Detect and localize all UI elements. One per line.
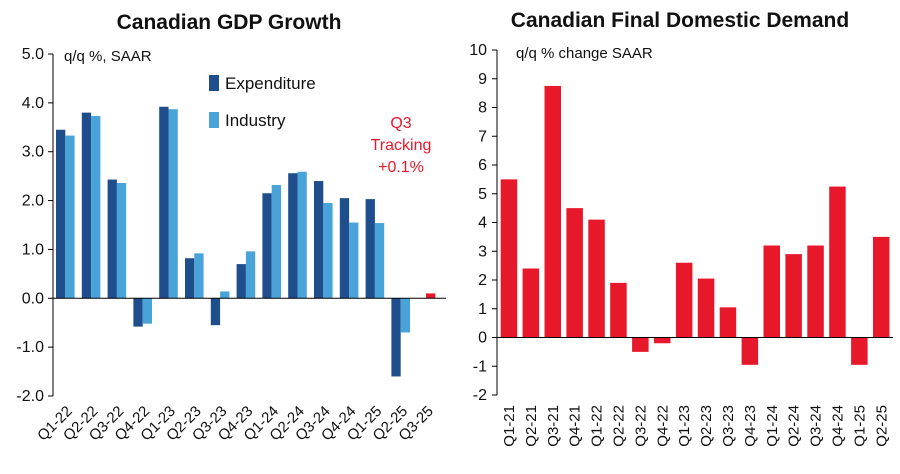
chart-2-bar (632, 337, 649, 352)
chart-1-bar-industry (297, 171, 307, 299)
chart-1-bar-industry (374, 223, 385, 299)
chart-2-x-tick-label: Q3-23 (720, 405, 737, 447)
chart-1-bar-industry (220, 291, 230, 299)
chart-2-y-tick-label: 7 (478, 128, 487, 145)
chart-2-x-tick-label: Q3-24 (808, 405, 825, 447)
chart-2-x-tick-label: Q3-22 (632, 405, 649, 447)
chart-2-bar (610, 282, 627, 338)
chart-2-x-tick-label: Q1-25 (851, 405, 868, 447)
chart-1-y-tick-label: -2.0 (16, 388, 44, 405)
chart-2-bar (719, 307, 737, 338)
chart-1-title: Canadian GDP Growth (117, 11, 342, 34)
chart-2-bar (741, 337, 759, 365)
chart-2-bar (522, 268, 540, 338)
chart-2-bar (566, 208, 583, 338)
chart-2-y-tick-label: 4 (478, 215, 487, 232)
chart-1-bar-industry (91, 116, 101, 299)
chart-2-x-tick-label: Q1-22 (589, 405, 606, 447)
chart-1-annotation-line: Tracking (371, 137, 432, 154)
chart-2-y-tick-label: 10 (469, 42, 487, 59)
chart-2-y-tick-label: 8 (478, 100, 487, 117)
chart-2-bar (675, 262, 693, 338)
chart-2-x-tick-label: Q1-21 (501, 405, 518, 447)
chart-1-bar-expenditure (391, 298, 401, 377)
chart-1-legend-swatch-industry (209, 112, 219, 128)
chart-2-y-tick-label: 0 (478, 330, 487, 347)
chart-1-legend-label-industry: Industry (225, 111, 286, 130)
chart-1-unit-label: q/q %, SAAR (64, 48, 152, 65)
chart-1-legend-swatch-expenditure (209, 75, 219, 91)
chart-1-bar-expenditure (81, 112, 92, 299)
chart-1-bar-industry (349, 222, 359, 299)
chart-2-x-tick-label: Q2-21 (523, 405, 540, 447)
chart-2-bar (873, 236, 890, 338)
chart-1-y-tick-label: -1.0 (16, 339, 44, 356)
chart-2-bar (785, 254, 802, 338)
chart-1-bar-industry (245, 251, 256, 299)
chart-2-y-tick-label: 2 (478, 272, 487, 289)
chart-2-x-tick-label: Q2-25 (873, 405, 890, 447)
chart-1-bar-expenditure (56, 129, 66, 299)
chart-2-bar (851, 337, 868, 365)
chart-1-bar-expenditure (133, 298, 143, 327)
chart-2-y-tick-label: 6 (478, 157, 487, 174)
chart-1-bar-expenditure (339, 198, 350, 299)
chart-2-x-tick-label: Q4-24 (829, 405, 846, 447)
chart-1-bar-industry (271, 184, 281, 299)
chart-1-legend-label-expenditure: Expenditure (225, 74, 316, 93)
chart-1-bar-industry (194, 253, 204, 299)
chart-1-bar-industry (116, 182, 127, 299)
chart-2-bar (500, 179, 518, 338)
chart-1-y-tick-label: 1.0 (22, 241, 44, 258)
chart-1-annotation-line: +0.1% (378, 159, 424, 176)
chart-1-bar-q3-tracking (426, 293, 436, 299)
chart-2-x-tick-label: Q3-21 (545, 405, 562, 447)
chart-1-bar-expenditure (262, 193, 272, 299)
chart-2-x-tick-label: Q1-23 (676, 405, 693, 447)
chart-2-y-tick-label: 1 (478, 301, 487, 318)
chart-2-y-tick-label: -1 (473, 358, 487, 375)
chart-2-x-tick-label: Q4-23 (742, 405, 759, 447)
chart-1-bar-expenditure (314, 181, 324, 299)
chart-2-bar (763, 245, 780, 338)
chart-1-y-tick-label: 3.0 (22, 144, 44, 161)
chart-1-bar-expenditure (236, 264, 246, 299)
chart-1-bar-industry (168, 109, 178, 299)
chart-1-annotation-line: Q3 (390, 115, 411, 132)
chart-1-y-tick-label: 4.0 (22, 95, 44, 112)
chart-1-bar-industry (323, 203, 333, 299)
chart-1-y-tick-label: 0.0 (22, 290, 44, 307)
chart-2-x-tick-label: Q4-22 (654, 405, 671, 447)
chart-2-bar (829, 186, 846, 338)
chart-2-bar (544, 85, 561, 338)
chart-2-x-tick-label: Q2-22 (610, 405, 627, 447)
chart-1-bar-industry (65, 135, 75, 299)
chart-1-bar-expenditure (288, 173, 298, 299)
chart-2-bar (654, 337, 671, 344)
chart-2-unit-label: q/q % change SAAR (516, 45, 653, 62)
chart-2-bar (588, 219, 605, 338)
chart-2-y-tick-label: 3 (478, 243, 487, 260)
chart-2-bar (697, 278, 715, 338)
chart-2-bar (807, 245, 824, 338)
chart-1-bar-industry (142, 298, 152, 324)
chart-2-x-tick-label: Q2-23 (698, 405, 715, 447)
chart-1-bar-expenditure (107, 179, 117, 299)
chart-1-bar-expenditure (159, 106, 169, 299)
chart-2-title: Canadian Final Domestic Demand (511, 9, 849, 32)
chart-2-x-tick-label: Q2-24 (786, 405, 803, 447)
chart-2-y-tick-label: 9 (478, 71, 487, 88)
chart-2-y-tick-label: -2 (473, 387, 487, 404)
chart-1-bar-expenditure (210, 298, 221, 326)
chart-2-x-tick-label: Q1-24 (764, 405, 781, 447)
chart-2-y-tick-label: 5 (478, 186, 487, 203)
chart-1-bar-expenditure (185, 258, 195, 299)
chart-2-x-tick-label: Q4-21 (567, 405, 584, 447)
chart-1-bar-expenditure (365, 199, 375, 299)
chart-1-y-tick-label: 2.0 (22, 193, 44, 210)
chart-1-bar-industry (400, 298, 410, 333)
chart-1-y-tick-label: 5.0 (22, 46, 44, 63)
